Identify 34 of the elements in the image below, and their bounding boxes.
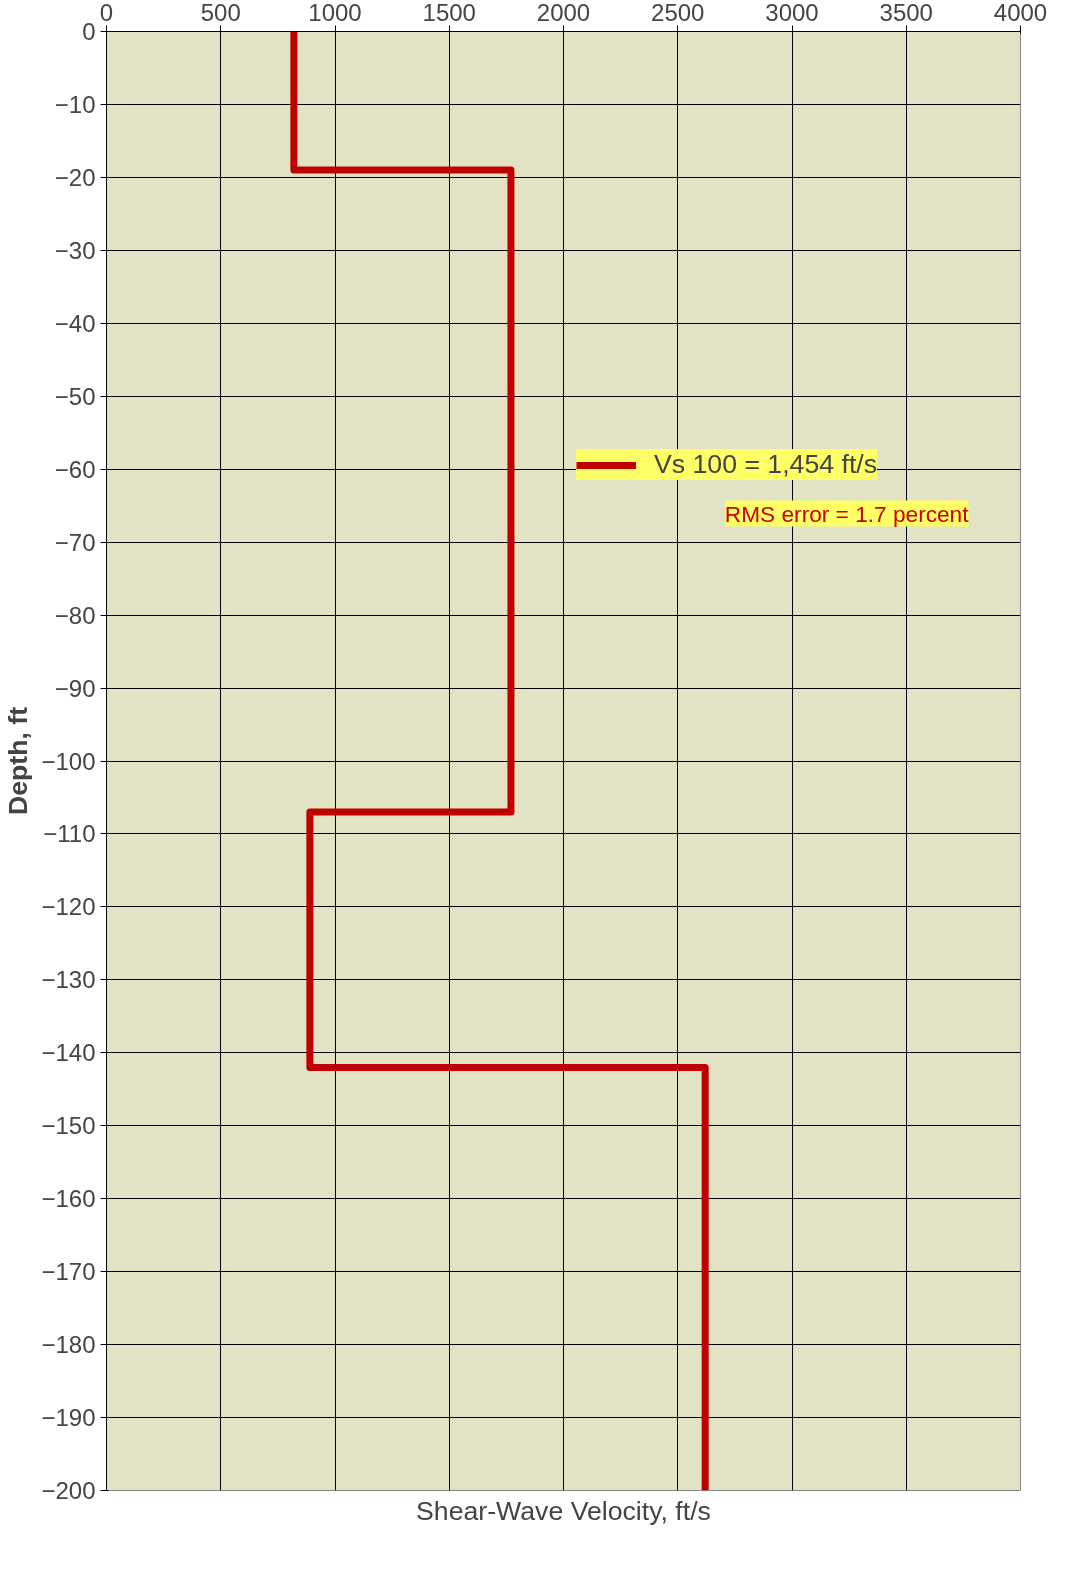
y-tick-label: −140 [41, 1039, 96, 1067]
y-tick-label: −50 [54, 382, 96, 410]
y-tick-label: −70 [54, 528, 96, 556]
x-tick-label: 1500 [422, 0, 476, 26]
y-tick-label: −100 [41, 747, 96, 775]
x-tick-label: 3500 [879, 0, 933, 26]
x-tick-label: 1000 [308, 0, 362, 26]
y-tick-label: −40 [54, 309, 96, 337]
y-tick-label: 0 [82, 18, 96, 45]
x-tick-label: 3000 [765, 0, 819, 26]
y-tick-label: −60 [54, 455, 96, 483]
y-tick-label: −150 [41, 1112, 96, 1140]
x-tick-label: 2000 [536, 0, 591, 26]
x-tick-label: 0 [99, 0, 114, 26]
x-tick-label: 2500 [651, 0, 705, 26]
y-tick-label: −10 [54, 90, 96, 118]
y-axis-title: Depth, ft [3, 706, 34, 816]
x-tick-label: 500 [200, 0, 241, 26]
y-tick-label: −110 [43, 820, 96, 848]
y-tick-label: −80 [54, 601, 96, 629]
x-axis-title: Shear-Wave Velocity, ft/s [416, 1495, 711, 1526]
y-tick-label: −90 [54, 674, 96, 702]
legend-label: Vs 100 = 1,454 ft/s [654, 449, 878, 480]
y-tick-label: −130 [41, 966, 96, 994]
y-tick-label: −180 [41, 1331, 96, 1359]
y-tick-label: −190 [41, 1404, 96, 1432]
y-tick-label: −200 [41, 1477, 96, 1504]
x-tick-label: 4000 [993, 0, 1048, 26]
y-tick-label: −30 [54, 236, 96, 264]
y-tick-label: −20 [54, 163, 96, 191]
y-tick-label: −170 [41, 1258, 96, 1286]
annotation: RMS error = 1.7 percent [724, 500, 970, 527]
y-tick-label: −120 [41, 893, 96, 921]
y-tick-label: −160 [41, 1185, 96, 1213]
